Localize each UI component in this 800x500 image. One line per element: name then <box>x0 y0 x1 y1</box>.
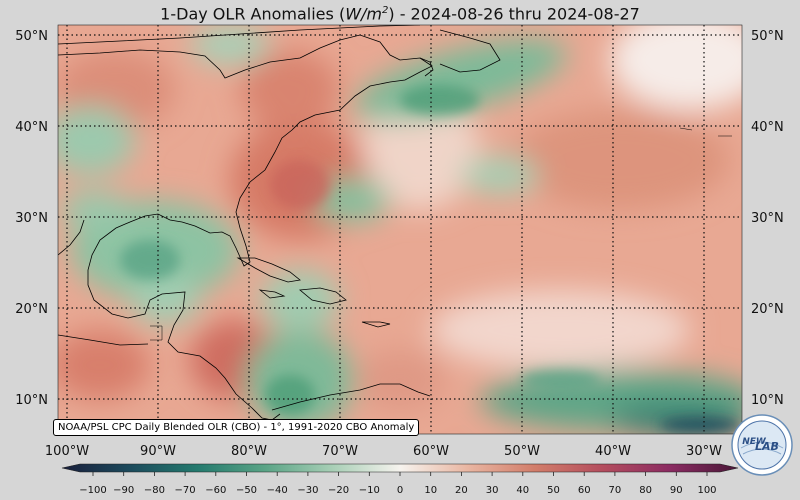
gridlines <box>58 25 742 434</box>
lon-label: 60°W <box>413 444 449 459</box>
lat-label-right: 40°N <box>751 120 784 135</box>
lon-label: 90°W <box>140 444 176 459</box>
lon-label: 80°W <box>231 444 267 459</box>
colorbar-tick-label: 80 <box>639 485 652 496</box>
colorbar-tick-label: 20 <box>455 485 468 496</box>
lat-label-left: 50°N <box>15 29 48 44</box>
colorbar-tick-label: −100 <box>79 485 106 496</box>
newlab-logo-icon: NEW LAB <box>731 414 793 476</box>
colorbar-tick-label: −20 <box>328 485 349 496</box>
colorbar-tick-label: −80 <box>144 485 165 496</box>
colorbar-tick-label: −10 <box>359 485 380 496</box>
colorbar-tick-label: −50 <box>236 485 257 496</box>
colorbar-tick-label: 0 <box>397 485 403 496</box>
map-title: 1-Day OLR Anomalies (W/m2) - 2024-08-26 … <box>160 4 640 24</box>
lon-label: 50°W <box>504 444 540 459</box>
colorbar-tick-label: 100 <box>697 485 716 496</box>
lat-label-left: 10°N <box>15 393 48 408</box>
colorbar-tick-label: 70 <box>609 485 622 496</box>
lon-label: 30°W <box>686 444 722 459</box>
colorbar-tick-label: −70 <box>175 485 196 496</box>
lon-label: 70°W <box>322 444 358 459</box>
lat-label-right: 20°N <box>751 302 784 317</box>
colorbar-tick-label: 30 <box>486 485 499 496</box>
colorbar-tick-label: 50 <box>547 485 560 496</box>
svg-text:NEW: NEW <box>742 437 767 447</box>
lon-label: 40°W <box>595 444 631 459</box>
colorbar-tick-label: −40 <box>267 485 288 496</box>
colorbar-tick-label: 40 <box>516 485 529 496</box>
colorbar-tick-label: −30 <box>297 485 318 496</box>
lat-labels-right: 50°N 40°N 30°N 20°N 10°N <box>751 29 784 408</box>
colorbar: −100 −90 −80 −70 −60 −50 −40 −30 −20 −10 0 10 20 30 40… <box>61 463 739 496</box>
data-credit: NOAA/PSL CPC Daily Blended OLR (CBO) - 1… <box>53 419 420 436</box>
lat-label-right: 10°N <box>751 393 784 408</box>
colorbar-tick-label: −90 <box>113 485 134 496</box>
colorbar-tick-label: −60 <box>205 485 226 496</box>
colorbar-tick-label: 10 <box>424 485 437 496</box>
colorbar-bar <box>61 463 739 473</box>
lon-label: 100°W <box>45 444 89 459</box>
coastlines <box>58 25 501 421</box>
lat-label-left: 20°N <box>15 302 48 317</box>
colorbar-tick-label: 60 <box>578 485 591 496</box>
lat-labels-left: 50°N 40°N 30°N 20°N 10°N <box>15 29 48 408</box>
colorbar-tick-label: 90 <box>670 485 683 496</box>
svg-text:LAB: LAB <box>755 440 779 453</box>
lat-label-left: 30°N <box>15 211 48 226</box>
lon-labels: 100°W 90°W 80°W 70°W 60°W 50°W 40°W 30°W <box>45 444 722 459</box>
anomaly-field <box>58 25 742 434</box>
lat-label-left: 40°N <box>15 120 48 135</box>
lat-label-right: 30°N <box>751 211 784 226</box>
lat-label-right: 50°N <box>751 29 784 44</box>
